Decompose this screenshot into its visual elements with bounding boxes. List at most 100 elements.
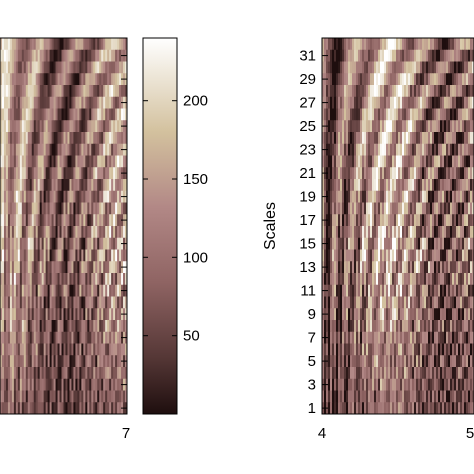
heatmap-cell bbox=[103, 167, 106, 180]
heatmap-cell bbox=[125, 132, 128, 145]
heatmap-cell bbox=[408, 402, 411, 415]
heatmap-cell bbox=[37, 343, 41, 356]
heatmap-cell bbox=[61, 308, 64, 321]
heatmap-cell bbox=[117, 214, 120, 227]
heatmap-cell bbox=[362, 120, 365, 133]
heatmap-cell bbox=[77, 296, 80, 309]
heatmap-cell bbox=[53, 320, 56, 333]
heatmap-cell bbox=[330, 308, 333, 321]
heatmap-cell bbox=[356, 190, 359, 203]
heatmap-cell bbox=[372, 108, 375, 121]
heatmap-cell bbox=[11, 343, 15, 356]
right-x-tick-label-5: 5 bbox=[466, 425, 474, 442]
heatmap-cell bbox=[448, 190, 451, 203]
heatmap-cell bbox=[13, 49, 17, 62]
heatmap-cell bbox=[460, 214, 463, 227]
heatmap-cell bbox=[374, 49, 377, 62]
left-heatmap-frame bbox=[0, 37, 128, 415]
heatmap-cell bbox=[99, 202, 102, 215]
heatmap-cell bbox=[49, 273, 52, 286]
heatmap-cell bbox=[360, 331, 363, 344]
heatmap-cell bbox=[402, 296, 405, 309]
right-x-tick-label-4: 4 bbox=[318, 425, 326, 442]
heatmap-cell bbox=[81, 249, 84, 262]
heatmap-cell bbox=[436, 367, 439, 380]
heatmap-cell bbox=[396, 355, 399, 368]
heatmap-cell bbox=[71, 108, 74, 121]
heatmap-cell bbox=[328, 378, 331, 391]
heatmap-cell bbox=[462, 331, 465, 344]
heatmap-cell bbox=[398, 284, 401, 297]
heatmap-cell bbox=[406, 343, 409, 356]
heatmap-cell bbox=[466, 308, 469, 321]
heatmap-cell bbox=[326, 155, 329, 168]
heatmap-cell bbox=[49, 296, 52, 309]
heatmap-cell bbox=[3, 214, 7, 227]
heatmap-cell bbox=[364, 296, 367, 309]
heatmap-cell bbox=[452, 237, 455, 250]
heatmap-cell bbox=[65, 320, 68, 333]
heatmap-cell bbox=[21, 355, 25, 368]
heatmap-cell bbox=[372, 273, 375, 286]
heatmap-cell bbox=[420, 331, 423, 344]
heatmap-cell bbox=[81, 308, 84, 321]
heatmap-cell bbox=[398, 61, 401, 74]
heatmap-cell bbox=[87, 61, 90, 74]
heatmap-cell bbox=[51, 49, 54, 62]
heatmap-cell bbox=[51, 367, 54, 380]
heatmap-cell bbox=[91, 61, 94, 74]
heatmap-cell bbox=[468, 214, 471, 227]
heatmap-cell bbox=[444, 331, 447, 344]
heatmap-cell bbox=[430, 155, 433, 168]
heatmap-cell bbox=[81, 214, 84, 227]
heatmap-cell bbox=[41, 273, 45, 286]
heatmap-cell bbox=[412, 367, 415, 380]
heatmap-cell bbox=[35, 308, 39, 321]
heatmap-cell bbox=[15, 343, 19, 356]
heatmap-cell bbox=[454, 108, 457, 121]
heatmap-cell bbox=[366, 132, 369, 145]
heatmap-cell bbox=[352, 390, 355, 403]
heatmap-cell bbox=[422, 355, 425, 368]
heatmap-cell bbox=[0, 190, 3, 203]
heatmap-cell bbox=[392, 249, 395, 262]
heatmap-cell bbox=[426, 155, 429, 168]
heatmap-cell bbox=[342, 73, 345, 86]
heatmap-cell bbox=[29, 402, 33, 415]
heatmap-cell bbox=[408, 226, 411, 239]
heatmap-cell bbox=[83, 402, 86, 415]
heatmap-cell bbox=[11, 214, 15, 227]
heatmap-cell bbox=[23, 214, 27, 227]
heatmap-cell bbox=[390, 155, 393, 168]
heatmap-cell bbox=[446, 85, 449, 98]
heatmap-cell bbox=[384, 273, 387, 286]
heatmap-cell bbox=[416, 273, 419, 286]
heatmap-cell bbox=[346, 108, 349, 121]
heatmap-cell bbox=[67, 320, 70, 333]
heatmap-cell bbox=[105, 226, 108, 239]
heatmap-cell bbox=[328, 96, 331, 109]
heatmap-cell bbox=[17, 167, 21, 180]
heatmap-cell bbox=[378, 38, 381, 51]
heatmap-cell bbox=[7, 343, 11, 356]
heatmap-cell bbox=[458, 120, 461, 133]
heatmap-cell bbox=[356, 38, 359, 51]
heatmap-cell bbox=[11, 226, 15, 239]
heatmap-cell bbox=[85, 61, 88, 74]
heatmap-cell bbox=[9, 402, 13, 415]
heatmap-cell bbox=[342, 214, 345, 227]
heatmap-cell bbox=[466, 179, 469, 192]
heatmap-cell bbox=[462, 226, 465, 239]
heatmap-cell bbox=[81, 155, 84, 168]
heatmap-cell bbox=[55, 331, 58, 344]
heatmap-cell bbox=[0, 402, 3, 415]
heatmap-cell bbox=[420, 343, 423, 356]
heatmap-cell bbox=[444, 320, 447, 333]
heatmap-cell bbox=[412, 214, 415, 227]
heatmap-cell bbox=[376, 390, 379, 403]
heatmap-cell bbox=[63, 261, 66, 274]
heatmap-cell bbox=[406, 390, 409, 403]
heatmap-cell bbox=[418, 261, 421, 274]
heatmap-cell bbox=[358, 320, 361, 333]
heatmap-cell bbox=[81, 167, 84, 180]
